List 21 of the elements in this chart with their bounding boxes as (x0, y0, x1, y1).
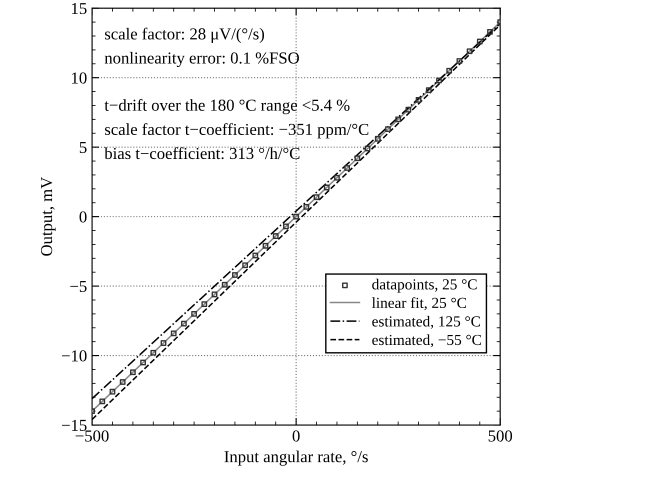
annotation: bias t−coefficient: 313 °/h/°C (104, 147, 300, 160)
annotation: scale factor: 28 μV/(°/s) (105, 28, 264, 43)
legend-label: estimated, 125 °C (372, 316, 480, 329)
x-tick-label: −500 (76, 430, 109, 442)
x-axis-title: Input angular rate, °/s (224, 450, 368, 466)
x-tick-label: 500 (488, 430, 512, 442)
x-tick-label: 0 (292, 430, 300, 442)
legend-label: datapoints, 25 °C (372, 278, 477, 293)
annotation: nonlinearity error: 0.1 %FSO (104, 52, 299, 68)
annotation: scale factor t−coefficient: −351 ppm/°C (105, 123, 368, 138)
y-tick-label: −15 (62, 420, 87, 431)
y-axis-title: Output, mV (41, 176, 56, 256)
y-tick-label: 0 (80, 211, 87, 223)
legend-label: linear fit, 25 °C (372, 297, 466, 310)
annotation: t−drift over the 180 °C range <5.4 % (104, 98, 350, 114)
legend-label: estimated, −55 °C (372, 334, 482, 348)
y-tick-label: 10 (72, 72, 87, 84)
y-tick-label: 5 (80, 142, 87, 154)
y-tick-label: 15 (72, 2, 87, 14)
y-tick-label: −10 (62, 350, 87, 362)
y-tick-label: −5 (70, 280, 87, 292)
